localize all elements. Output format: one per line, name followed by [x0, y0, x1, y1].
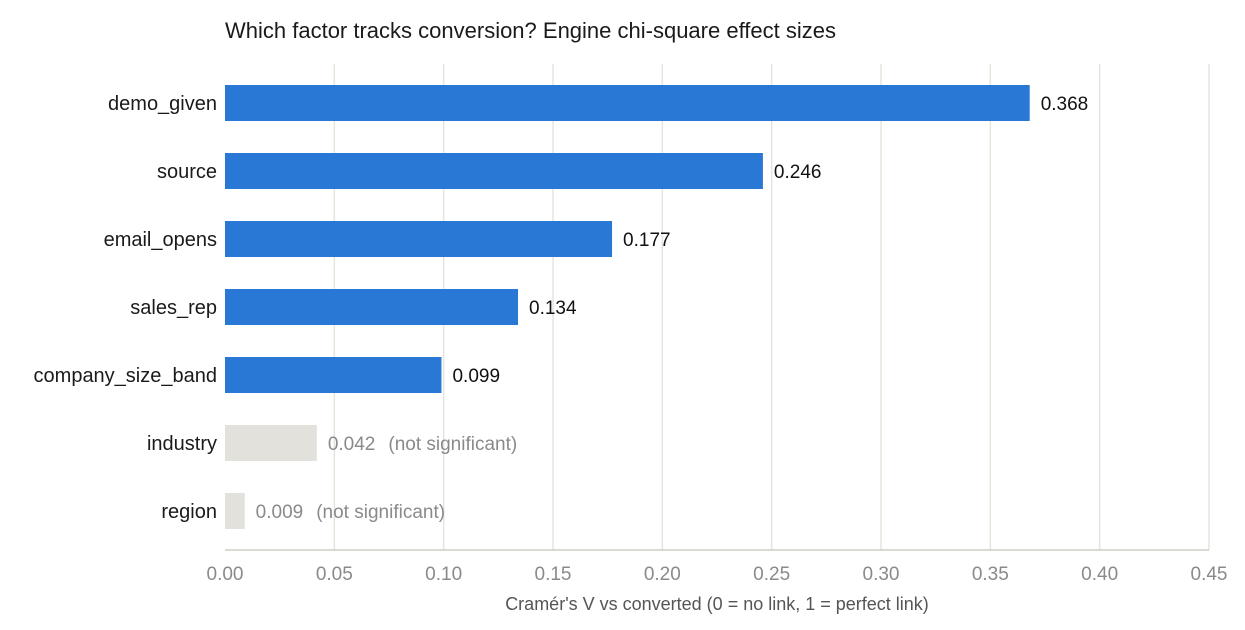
x-axis: 0.00 0.05 0.10 0.15 0.20 0.25 0.30 0.35 0.40 0.45	[207, 549, 1228, 585]
bar-email_opens	[225, 221, 613, 257]
x-tick-label: 0.00	[207, 564, 244, 585]
bar-demo_given	[225, 85, 1030, 121]
category-label: email_opens	[104, 229, 217, 251]
value-label: 0.177	[623, 230, 671, 251]
value-label: 0.246	[774, 162, 822, 183]
x-axis-label: Cramér's V vs converted (0 = no link, 1 …	[505, 594, 929, 614]
category-label: sales_rep	[130, 297, 217, 319]
bar-source	[225, 153, 763, 189]
category-label: source	[157, 161, 217, 183]
x-tick-label: 0.35	[972, 564, 1009, 585]
x-tick-label: 0.05	[316, 564, 353, 585]
labels: demo_given 0.368 source 0.246 email_opens 0.1…	[34, 93, 1089, 523]
significance-annotation: (not significant)	[316, 502, 445, 523]
x-tick-label: 0.20	[644, 564, 681, 585]
x-tick-label: 0.15	[535, 564, 572, 585]
category-label: demo_given	[108, 93, 217, 115]
value-label: 0.009 (not significant)	[256, 502, 445, 523]
x-tick-label: 0.25	[753, 564, 790, 585]
value-label: 0.134	[529, 298, 577, 319]
bars	[225, 85, 1030, 529]
value-label: 0.042 (not significant)	[328, 434, 517, 455]
x-tick-label: 0.45	[1191, 564, 1228, 585]
bar-sales_rep	[225, 289, 519, 325]
x-tick-label: 0.10	[425, 564, 462, 585]
significance-annotation: (not significant)	[388, 434, 517, 455]
bar-region	[225, 493, 245, 529]
value-label: 0.368	[1041, 94, 1089, 115]
x-tick-label: 0.30	[863, 564, 900, 585]
x-tick-label: 0.40	[1081, 564, 1118, 585]
bar-company_size_band	[225, 357, 442, 393]
category-label: region	[161, 501, 217, 523]
chart-title: Which factor tracks conversion? Engine c…	[225, 18, 836, 43]
grid-lines	[333, 64, 1210, 550]
category-label: company_size_band	[34, 365, 217, 387]
bar-industry	[225, 425, 317, 461]
category-label: industry	[147, 433, 217, 455]
value-label: 0.099	[452, 366, 500, 387]
